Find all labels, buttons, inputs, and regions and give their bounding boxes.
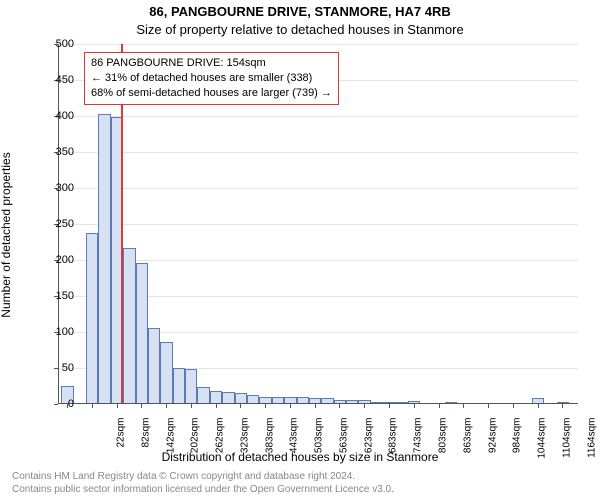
histogram-bar xyxy=(197,387,209,404)
x-tick-mark xyxy=(364,404,365,408)
x-tick-mark xyxy=(191,404,192,408)
x-axis-label: Distribution of detached houses by size … xyxy=(0,450,600,464)
y-tick-label: 300 xyxy=(34,182,74,194)
x-tick-label: 202sqm xyxy=(190,418,201,468)
plot-area: 86 PANGBOURNE DRIVE: 154sqm← 31% of deta… xyxy=(58,44,578,404)
annotation-box: 86 PANGBOURNE DRIVE: 154sqm← 31% of deta… xyxy=(84,52,339,105)
gridline xyxy=(58,260,578,261)
y-tick-label: 400 xyxy=(34,110,74,122)
x-tick-mark xyxy=(538,404,539,408)
gridline xyxy=(58,188,578,189)
annotation-line2: ← 31% of detached houses are smaller (33… xyxy=(91,71,332,86)
y-tick-label: 100 xyxy=(34,326,74,338)
x-tick-mark xyxy=(414,404,415,408)
y-tick-label: 0 xyxy=(34,398,74,410)
x-tick-mark xyxy=(265,404,266,408)
x-tick-label: 503sqm xyxy=(314,418,325,468)
x-tick-label: 383sqm xyxy=(264,418,275,468)
x-tick-mark xyxy=(463,404,464,408)
y-tick-label: 200 xyxy=(34,254,74,266)
gridline xyxy=(58,152,578,153)
chart-title-line1: 86, PANGBOURNE DRIVE, STANMORE, HA7 4RB xyxy=(0,4,600,19)
x-tick-mark xyxy=(389,404,390,408)
x-tick-label: 683sqm xyxy=(388,418,399,468)
y-tick-label: 150 xyxy=(34,290,74,302)
x-tick-mark xyxy=(488,404,489,408)
histogram-bar xyxy=(160,342,172,404)
x-tick-mark xyxy=(315,404,316,408)
y-tick-label: 350 xyxy=(34,146,74,158)
y-tick-label: 450 xyxy=(34,74,74,86)
x-tick-label: 563sqm xyxy=(338,418,349,468)
y-tick-label: 250 xyxy=(34,218,74,230)
histogram-bar xyxy=(148,328,160,404)
x-tick-mark xyxy=(92,404,93,408)
x-tick-mark xyxy=(141,404,142,408)
chart-container: 86, PANGBOURNE DRIVE, STANMORE, HA7 4RB … xyxy=(0,0,600,500)
footer-line2: Contains public sector information licen… xyxy=(12,483,394,496)
x-tick-label: 623sqm xyxy=(363,418,374,468)
x-tick-label: 1164sqm xyxy=(586,418,597,468)
x-axis xyxy=(58,403,578,404)
gridline xyxy=(58,116,578,117)
x-tick-label: 142sqm xyxy=(165,418,176,468)
x-tick-label: 1104sqm xyxy=(561,418,572,468)
y-axis-label: Number of detached properties xyxy=(0,70,13,235)
x-tick-label: 743sqm xyxy=(413,418,424,468)
gridline xyxy=(58,44,578,45)
histogram-bar xyxy=(98,114,110,404)
histogram-bar xyxy=(123,248,135,404)
histogram-bar xyxy=(173,368,185,404)
y-tick-label: 50 xyxy=(34,362,74,374)
histogram-bar xyxy=(185,369,197,404)
gridline xyxy=(58,224,578,225)
histogram-bar xyxy=(86,233,98,404)
histogram-bar xyxy=(136,263,148,404)
x-tick-label: 984sqm xyxy=(512,418,523,468)
x-tick-mark xyxy=(117,404,118,408)
x-tick-mark xyxy=(439,404,440,408)
chart-title-line2: Size of property relative to detached ho… xyxy=(0,22,600,37)
x-tick-label: 924sqm xyxy=(487,418,498,468)
x-tick-mark xyxy=(339,404,340,408)
x-tick-label: 803sqm xyxy=(437,418,448,468)
x-tick-mark xyxy=(562,404,563,408)
x-tick-label: 22sqm xyxy=(116,418,127,468)
footer-attribution: Contains HM Land Registry data © Crown c… xyxy=(12,470,394,496)
x-tick-mark xyxy=(513,404,514,408)
annotation-line3: 68% of semi-detached houses are larger (… xyxy=(91,86,332,101)
x-tick-mark xyxy=(240,404,241,408)
x-tick-label: 863sqm xyxy=(462,418,473,468)
x-tick-label: 1044sqm xyxy=(537,418,548,468)
x-tick-label: 443sqm xyxy=(289,418,300,468)
x-tick-label: 262sqm xyxy=(215,418,226,468)
annotation-line1: 86 PANGBOURNE DRIVE: 154sqm xyxy=(91,56,332,71)
x-tick-mark xyxy=(290,404,291,408)
x-tick-mark xyxy=(166,404,167,408)
x-tick-label: 82sqm xyxy=(140,418,151,468)
y-tick-label: 500 xyxy=(34,38,74,50)
footer-line1: Contains HM Land Registry data © Crown c… xyxy=(12,470,394,483)
x-tick-mark xyxy=(216,404,217,408)
x-tick-label: 323sqm xyxy=(239,418,250,468)
